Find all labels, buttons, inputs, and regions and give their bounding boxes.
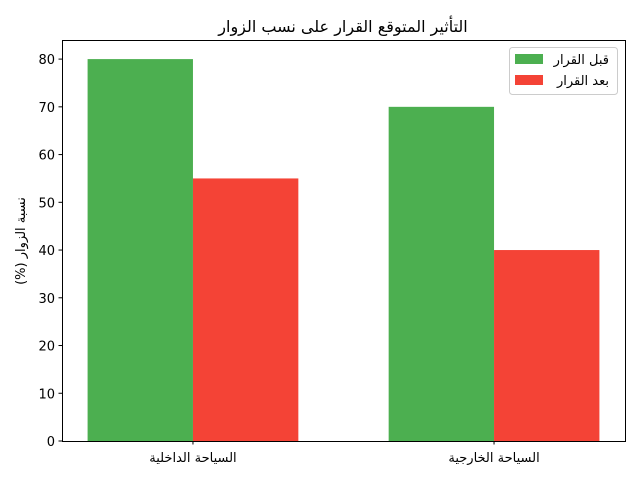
x-tick-label: السياحة الخارجية bbox=[448, 451, 539, 466]
y-tick-label: 70 bbox=[38, 101, 55, 116]
legend-swatch-1 bbox=[515, 75, 543, 85]
y-tick-label: 80 bbox=[38, 53, 55, 68]
legend: قبل القرار بعد القرار bbox=[509, 47, 618, 95]
chart-title: التأثير المتوقع القرار على نسب الزوار bbox=[217, 15, 467, 37]
bar-series-0-cat-0 bbox=[87, 59, 193, 441]
plot-frame bbox=[62, 40, 626, 442]
bar-series-1-cat-0 bbox=[192, 178, 299, 441]
legend-label-0: قبل القرار bbox=[553, 53, 609, 68]
y-tick-label: 50 bbox=[38, 196, 55, 211]
bar-series-0-cat-1 bbox=[388, 106, 495, 441]
bar-series-1-cat-1 bbox=[494, 250, 600, 441]
y-tick-label: 10 bbox=[38, 387, 55, 402]
y-tick-label: 0 bbox=[47, 435, 55, 450]
y-tick-label: 30 bbox=[38, 292, 55, 307]
x-tick-label: السياحة الداخلية bbox=[149, 451, 236, 466]
legend-label-1: بعد القرار bbox=[556, 74, 609, 89]
y-tick-label: 20 bbox=[38, 340, 55, 355]
y-tick-label: 40 bbox=[38, 244, 55, 259]
y-axis-label: نسبة الزوار (%) bbox=[14, 197, 29, 285]
y-tick-label: 60 bbox=[38, 149, 55, 164]
legend-swatch-0 bbox=[515, 54, 543, 64]
